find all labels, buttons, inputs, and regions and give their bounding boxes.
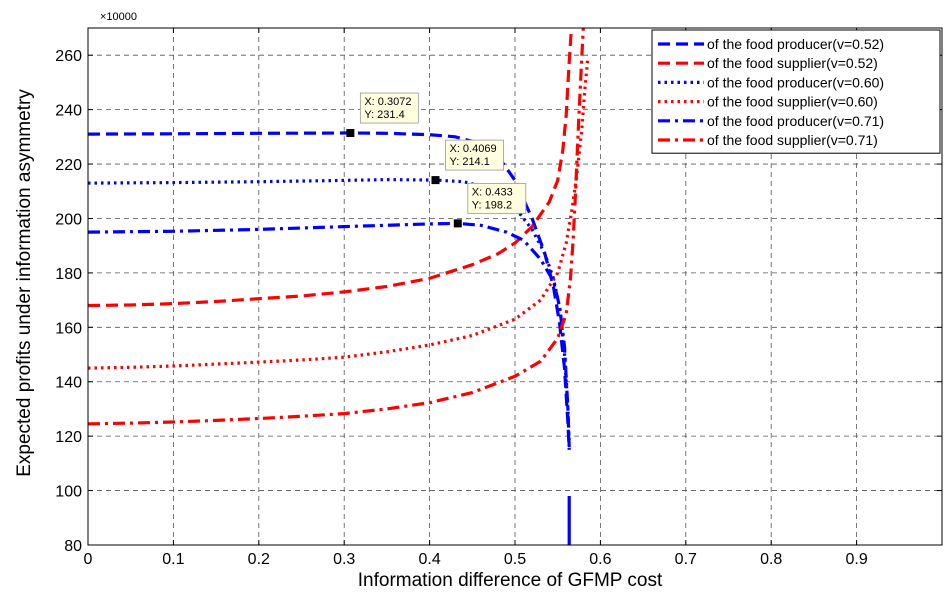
x-tick-label: 0.5 bbox=[504, 551, 526, 568]
data-tip-x-text: X: 0.4069 bbox=[449, 143, 496, 155]
legend-label: of the food supplier(v=0.71) bbox=[707, 132, 878, 148]
data-tip-marker bbox=[453, 219, 462, 228]
data-tip-y-text: Y: 198.2 bbox=[472, 199, 512, 211]
y-axis-label: Expected profits under information asymm… bbox=[14, 89, 35, 477]
legend-item: of the food producer(v=0.52) bbox=[658, 36, 884, 52]
legend-label: of the food supplier(v=0.60) bbox=[707, 94, 878, 110]
y-multiplier-label: ×10000 bbox=[100, 11, 137, 23]
x-tick-label: 0.6 bbox=[589, 551, 611, 568]
legend-label: of the food producer(v=0.60) bbox=[707, 74, 884, 90]
data-tip-y-text: Y: 214.1 bbox=[449, 156, 489, 168]
data-tip-box bbox=[359, 92, 419, 124]
y-tick-label: 100 bbox=[55, 484, 82, 501]
series-line-6 bbox=[87, 27, 585, 426]
legend-item: of the food supplier(v=0.71) bbox=[658, 132, 878, 148]
legend-item: of the food producer(v=0.60) bbox=[658, 74, 884, 90]
y-tick-label: 120 bbox=[55, 429, 82, 446]
series-line-2 bbox=[87, 27, 573, 308]
x-tick-label: 0.7 bbox=[675, 551, 697, 568]
data-tip-y-text: Y: 231.4 bbox=[364, 109, 404, 121]
x-tick-label: 0.8 bbox=[760, 551, 782, 568]
data-tip-box bbox=[467, 182, 527, 214]
x-tick-label: 0 bbox=[84, 551, 93, 568]
x-tick-label: 0.2 bbox=[248, 551, 270, 568]
legend-label: of the food producer(v=0.71) bbox=[707, 113, 884, 129]
data-tip-x-text: X: 0.433 bbox=[472, 186, 513, 198]
data-tip-marker bbox=[431, 176, 440, 185]
data-tip-marker bbox=[346, 129, 355, 138]
legend-box bbox=[651, 29, 941, 154]
y-tick-label: 260 bbox=[55, 48, 82, 65]
legend: of the food producer(v=0.52) of the food … bbox=[651, 29, 941, 154]
axis-ticks: 0 0.1 0.2 0.3 0.4 0.5 0.6 0.7 0.8 0.9 80 100 120 140 1… bbox=[55, 28, 942, 568]
legend-label: of the food producer(v=0.52) bbox=[707, 36, 884, 52]
y-tick-label: 80 bbox=[64, 538, 82, 555]
x-tick-label: 0.3 bbox=[333, 551, 355, 568]
y-tick-label: 200 bbox=[55, 211, 82, 228]
x-tick-label: 0.4 bbox=[418, 551, 440, 568]
legend-item: of the food supplier(v=0.60) bbox=[658, 94, 878, 110]
x-axis-label: Information difference of GFMP cost bbox=[358, 570, 663, 591]
y-tick-label: 140 bbox=[55, 375, 82, 392]
legend-item: of the food producer(v=0.71) bbox=[658, 113, 884, 129]
y-tick-label: 220 bbox=[55, 157, 82, 174]
x-tick-label: 0.1 bbox=[162, 551, 184, 568]
x-tick-label: 0.9 bbox=[845, 551, 867, 568]
y-tick-label: 180 bbox=[55, 266, 82, 283]
data-tip-x-text: X: 0.3072 bbox=[364, 96, 411, 108]
legend-label: of the food supplier(v=0.52) bbox=[707, 55, 878, 71]
data-tip-box bbox=[445, 139, 504, 171]
legend-item: of the food supplier(v=0.52) bbox=[658, 55, 878, 71]
y-tick-label: 160 bbox=[55, 320, 82, 337]
y-tick-label: 240 bbox=[55, 103, 82, 120]
